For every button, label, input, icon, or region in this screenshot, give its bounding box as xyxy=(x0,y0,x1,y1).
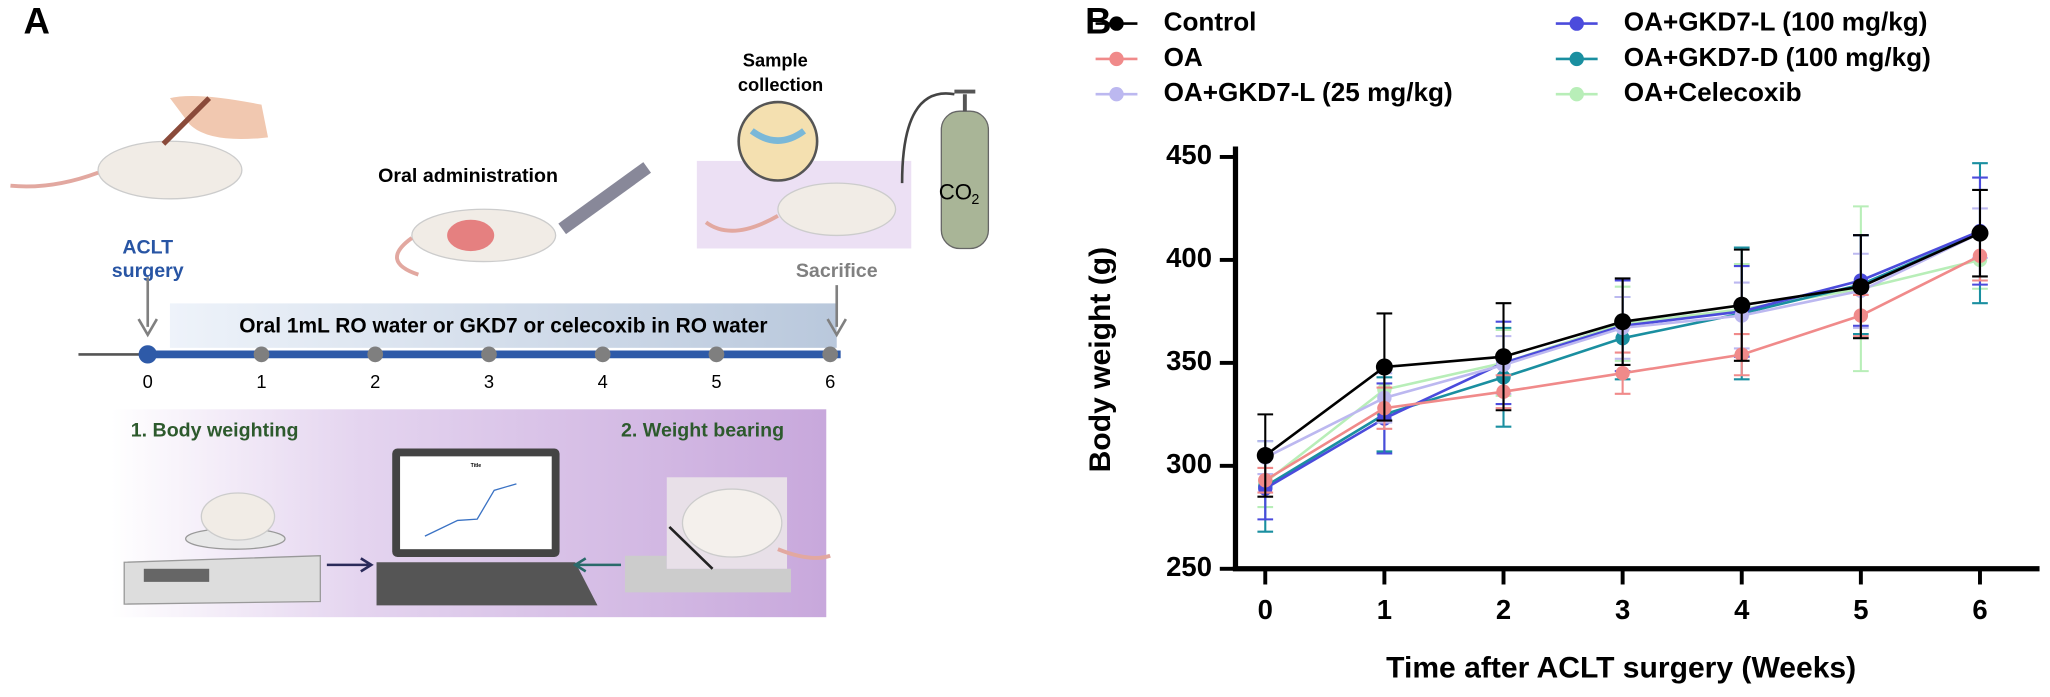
marker xyxy=(1614,313,1632,331)
sacrifice-label: Sacrifice xyxy=(796,260,878,282)
x-tick-label: 6 xyxy=(1972,594,1987,625)
timeline-label: 3 xyxy=(484,371,494,392)
surgery-label: ACLT xyxy=(122,237,173,259)
timeline: 0 1 2 3 4 5 6 xyxy=(138,345,839,392)
panel-b: B Time after ACLT surgery (Weeks) Body w… xyxy=(1084,0,2040,684)
sample-illustration xyxy=(704,100,897,237)
timeline-dot xyxy=(822,346,839,363)
y-tick-label: 250 xyxy=(1166,551,1212,582)
marker xyxy=(1733,296,1751,314)
y-tick-label: 300 xyxy=(1166,448,1212,479)
timeline-dot xyxy=(138,345,157,364)
legend-label: OA+GKD7-D (100 mg/kg) xyxy=(1624,42,1931,72)
legend-marker xyxy=(1569,87,1584,102)
timeline-label: 6 xyxy=(825,371,835,392)
oral-label: Oral administration xyxy=(378,165,558,187)
legend-marker xyxy=(1109,16,1124,31)
bearing-illustration xyxy=(624,477,831,593)
scale-illustration xyxy=(123,492,321,605)
legend-label: OA+GKD7-L (100 mg/kg) xyxy=(1624,7,1928,37)
laptop xyxy=(376,448,598,606)
timeline-dot xyxy=(594,346,611,363)
marker xyxy=(1375,358,1393,376)
arrow xyxy=(326,557,374,573)
oral-illustration xyxy=(395,162,651,277)
timeline-dot xyxy=(367,346,384,363)
legend-marker xyxy=(1569,16,1584,31)
timeline-dot xyxy=(708,346,725,363)
sample-label: collection xyxy=(738,74,823,95)
legend-label: Control xyxy=(1164,7,1257,37)
x-tick-label: 5 xyxy=(1853,594,1868,625)
legend-marker xyxy=(1569,51,1584,67)
panel-label: B xyxy=(1085,0,1111,41)
x-tick-label: 2 xyxy=(1496,594,1511,625)
legend-label: OA+Celecoxib xyxy=(1624,77,1802,107)
timeline-label: 0 xyxy=(143,371,153,392)
y-axis-label: Body weight (g) xyxy=(1084,247,1117,472)
x-tick-label: 0 xyxy=(1258,594,1273,625)
legend-marker xyxy=(1109,87,1124,102)
arrow xyxy=(137,277,159,338)
step-label: 2. Weight bearing xyxy=(621,420,784,442)
co2-tank xyxy=(900,89,990,250)
y-tick-label: 350 xyxy=(1166,345,1212,376)
x-tick-label: 3 xyxy=(1615,594,1630,625)
x-axis-label: Time after ACLT surgery (Weeks) xyxy=(1386,651,1856,684)
banner-text: Oral 1mL RO water or GKD7 or celecoxib i… xyxy=(239,314,767,337)
legend-marker xyxy=(1109,51,1124,67)
marker xyxy=(1852,278,1870,296)
sample-label: Sample xyxy=(743,49,808,70)
surgery-illustration xyxy=(10,95,269,200)
timeline-label: 2 xyxy=(370,371,380,392)
panel-label: A xyxy=(24,0,50,41)
marker xyxy=(1256,447,1274,465)
co2-subscript: 2 xyxy=(971,192,979,208)
y-tick-label: 400 xyxy=(1166,242,1212,273)
arrow xyxy=(572,557,622,573)
timeline-label: 4 xyxy=(598,371,608,392)
timeline-dot xyxy=(481,346,497,363)
marker xyxy=(1615,365,1630,381)
marker xyxy=(1971,224,1989,242)
step-label: 1. Body weighting xyxy=(131,420,299,442)
banner xyxy=(169,303,837,348)
legend-label: OA+GKD7-L (25 mg/kg) xyxy=(1164,77,1453,107)
timeline-label: 5 xyxy=(711,371,721,392)
marker xyxy=(1495,348,1513,366)
x-tick-label: 4 xyxy=(1734,594,1750,625)
arrow xyxy=(826,285,848,338)
timeline-dot xyxy=(253,346,270,363)
timeline-label: 1 xyxy=(256,371,266,392)
co2-label: CO xyxy=(939,179,972,204)
screen-title: Title xyxy=(471,463,482,469)
y-tick-label: 450 xyxy=(1166,139,1212,170)
x-tick-label: 1 xyxy=(1377,594,1392,625)
panel-a: A ACLT surgery Oral administration Sampl… xyxy=(10,0,990,618)
legend-label: OA xyxy=(1164,42,1203,72)
surgery-label: surgery xyxy=(112,260,184,282)
